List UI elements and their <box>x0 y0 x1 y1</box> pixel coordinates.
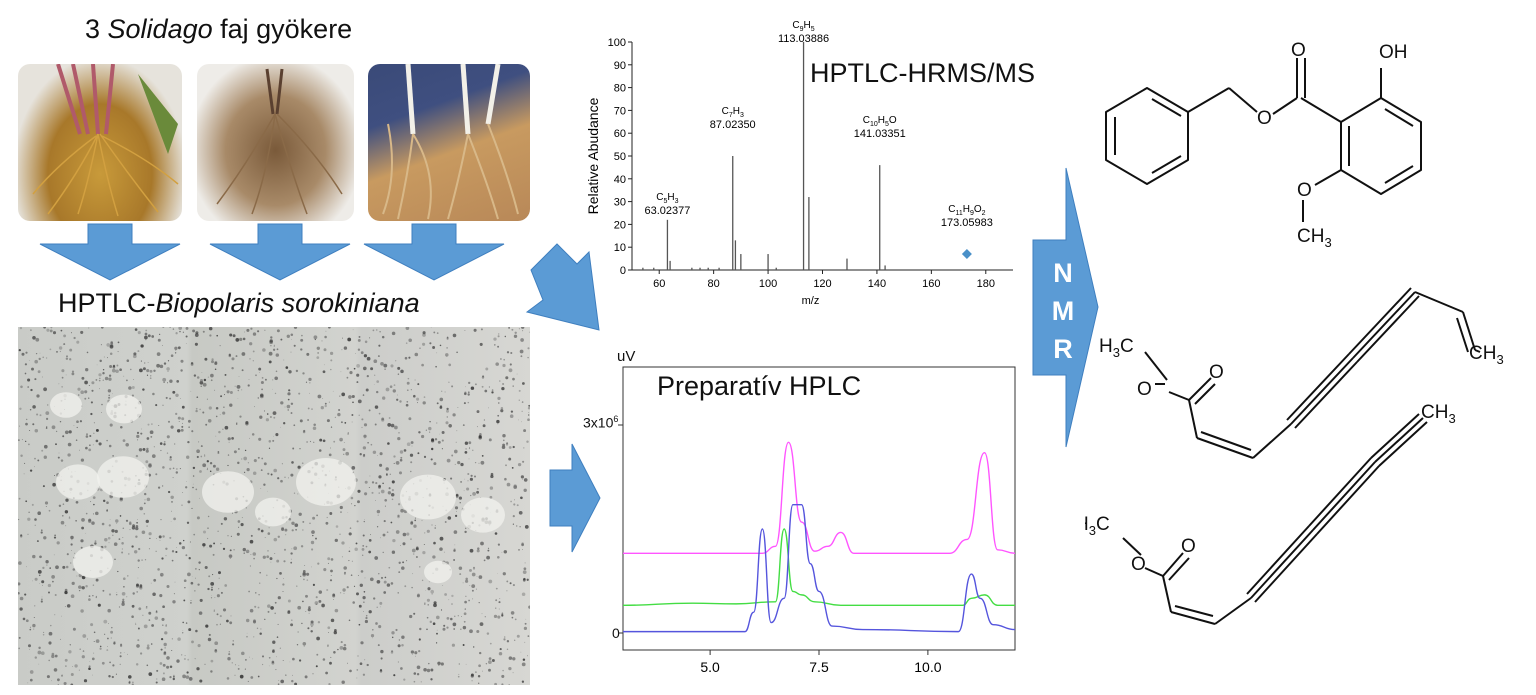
down-arrow-1 <box>39 223 181 281</box>
nmr-arrow <box>1032 167 1099 448</box>
ms-ytick-label: 80 <box>614 83 626 95</box>
ms-ylabel: Relative Abudance <box>585 97 601 214</box>
hplc-frame <box>622 366 1016 651</box>
chemical-structures: O OH O O CH3 H3C O O CH3 H3C O O CH3 <box>1085 40 1504 625</box>
ms-ytick-label: 10 <box>614 242 626 254</box>
plate-title: HPTLC-Biopolaris sorokiniana <box>58 288 420 318</box>
s1-carbonyl-o: O <box>1291 40 1306 61</box>
hplc-chromatogram: 5.0 7.5 10.0 <box>618 366 1016 675</box>
s3-h3c: H3C <box>1085 514 1110 538</box>
ms-ytick-label: 70 <box>614 105 626 117</box>
down-arrow-2 <box>209 223 351 281</box>
s1-ester-o: O <box>1257 108 1272 129</box>
ms-mz-label: 141.03351 <box>854 128 906 140</box>
root-photo-1 <box>18 64 182 221</box>
nmr-letter-m: M <box>1051 296 1075 326</box>
structure-1 <box>1105 58 1422 222</box>
nmr-letter-n: N <box>1053 258 1073 288</box>
root-photo-3 <box>368 64 530 221</box>
ms-precursor-marker <box>961 249 972 260</box>
hplc-xtick-label: 10.0 <box>914 659 941 675</box>
hplc-trace-green <box>622 528 1015 606</box>
ms-ytick-label: 20 <box>614 219 626 231</box>
ms-formula-label: C11H9O2 <box>948 204 985 217</box>
s2-ch3: CH3 <box>1469 343 1504 367</box>
ms-formula-label: C9H5 <box>792 20 814 33</box>
ms-formula-label: C10H5O <box>863 115 897 128</box>
hplc-ylabel: uV <box>617 348 636 365</box>
ms-mz-label: 63.02377 <box>644 205 690 217</box>
ms-mz-label: 113.03886 <box>778 33 829 45</box>
ms-xtick-label: 160 <box>922 278 940 290</box>
root-photo-2 <box>197 64 354 221</box>
ms-xtick-label: 120 <box>813 278 831 290</box>
ms-formula-label: C7H3 <box>722 106 744 119</box>
ms-ytick-label: 100 <box>608 37 626 49</box>
s3-ester-o: O <box>1131 554 1146 575</box>
ms-xtick-label: 140 <box>868 278 886 290</box>
ms-ytick-label: 30 <box>614 197 626 209</box>
hplc-yzero-label: 0 <box>612 625 620 641</box>
ms-xtick-label: 180 <box>977 278 995 290</box>
ms-mz-label: 173.05983 <box>941 217 993 229</box>
s2-ester-o: O <box>1137 379 1152 400</box>
plate-speckles <box>18 327 530 685</box>
structure-3 <box>1122 413 1428 625</box>
s3-ch3: CH3 <box>1421 402 1456 426</box>
ms-title: HPTLC-HRMS/MS <box>810 58 1036 88</box>
inhibition-zones <box>50 392 505 584</box>
structure-2 <box>1144 287 1481 459</box>
s1-ch3: CH3 <box>1297 226 1332 250</box>
ms-ytick-label: 40 <box>614 174 626 186</box>
hplc-title: Preparatív HPLC <box>657 371 862 401</box>
hplc-xtick-label: 7.5 <box>809 659 829 675</box>
arrow-to-ms <box>525 243 600 331</box>
ms-xtick-label: 100 <box>759 278 777 290</box>
ms-xtick-label: 60 <box>653 278 665 290</box>
hplc-trace-blue <box>623 504 1016 633</box>
down-arrows <box>39 223 505 281</box>
roots-title: 3 Solidago faj gyökere <box>85 14 353 44</box>
s1-methoxy-o: O <box>1297 180 1312 201</box>
nmr-letter-r: R <box>1053 334 1073 364</box>
hplc-trace-magenta <box>622 441 1016 554</box>
ms-ytick-label: 0 <box>620 265 626 277</box>
ms-ytick-label: 90 <box>614 60 626 72</box>
ms-xlabel: m/z <box>802 295 820 307</box>
ms-spectrum: Relative Abudance 0 10 20 30 40 50 60 70 80 90 100… <box>585 20 1013 307</box>
ms-ytick-label: 50 <box>614 151 626 163</box>
hplc-xtick-label: 5.0 <box>700 659 720 675</box>
ms-xtick-label: 80 <box>708 278 720 290</box>
ms-ytick-label: 60 <box>614 128 626 140</box>
hptlc-plate <box>18 327 530 685</box>
s1-oh: OH <box>1379 42 1408 63</box>
ms-mz-label: 87.02350 <box>710 119 756 131</box>
s2-carbonyl-o: O <box>1209 362 1224 383</box>
ms-formula-label: C5H3 <box>656 192 678 205</box>
down-arrow-3 <box>363 223 505 281</box>
s2-h3c: H3C <box>1099 336 1134 360</box>
arrow-to-hplc <box>549 443 601 553</box>
hplc-ytop-label: 3x106 <box>583 414 619 431</box>
s3-carbonyl-o: O <box>1181 536 1196 557</box>
